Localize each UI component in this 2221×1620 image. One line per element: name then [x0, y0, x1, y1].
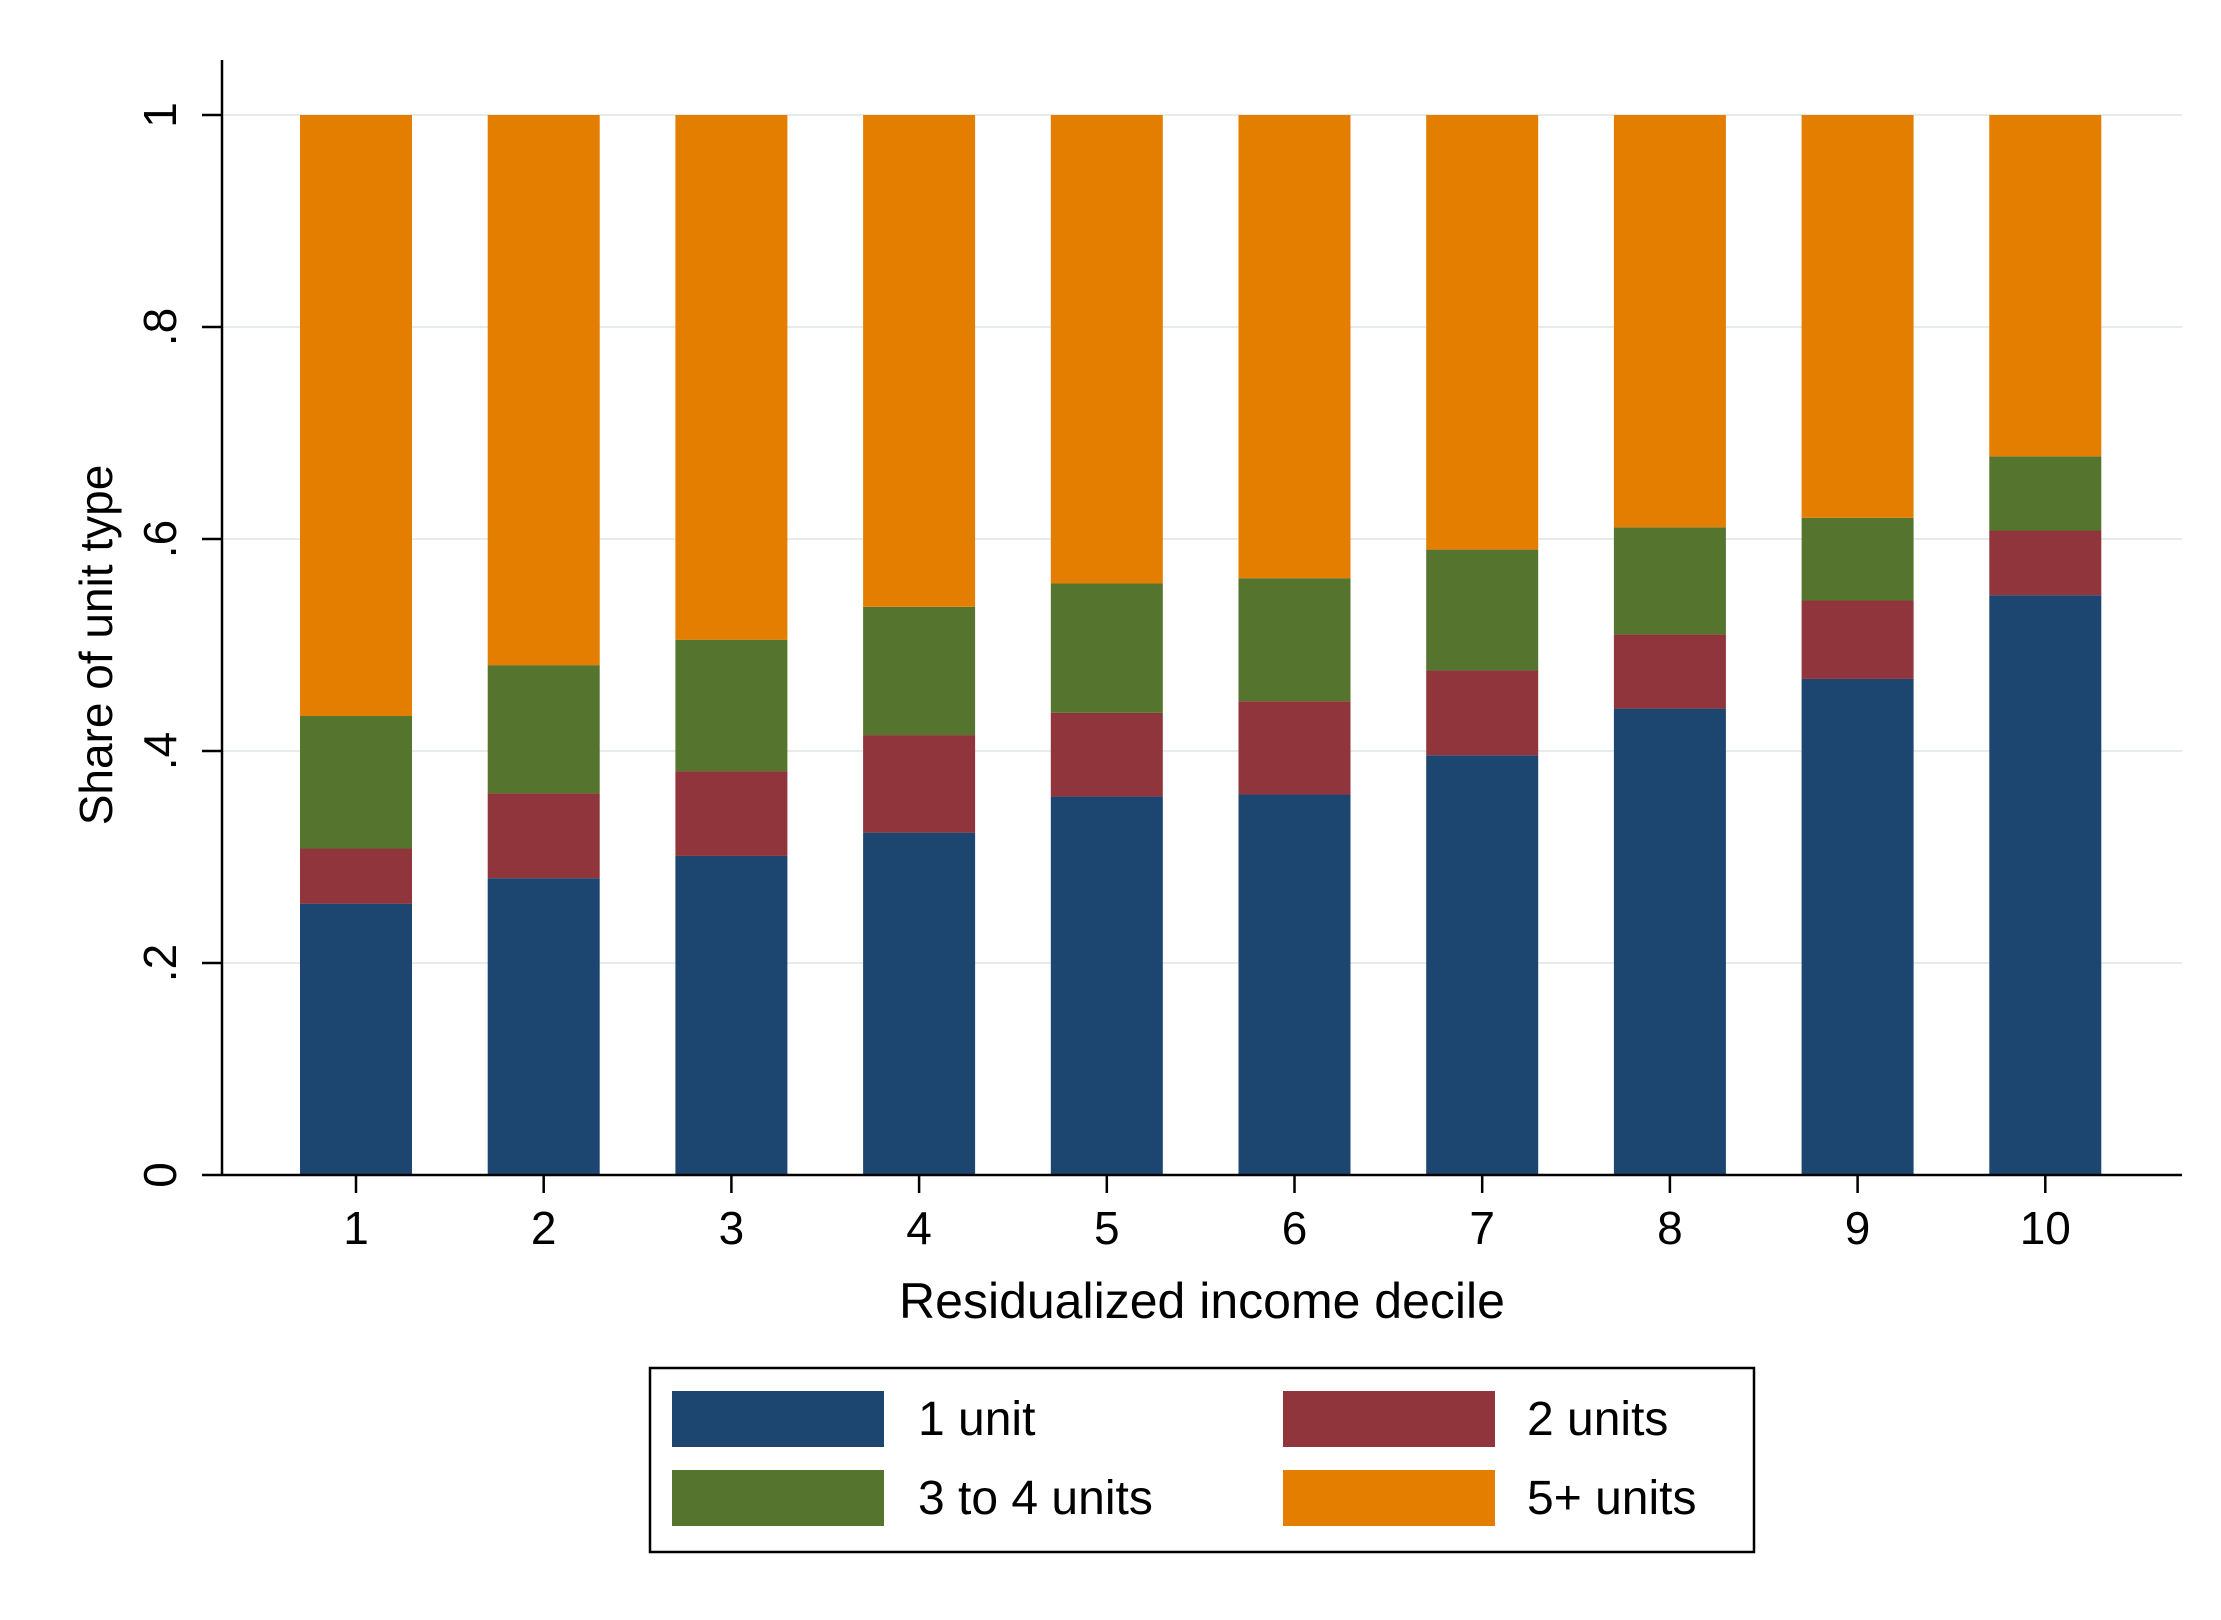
bar-segment-4-decile-9	[1801, 115, 1914, 518]
bar-segment-2-decile-6	[1238, 701, 1351, 795]
legend-label-4: 5+ units	[1527, 1472, 1696, 1525]
bar-segment-4-decile-4	[863, 115, 976, 607]
bar-segment-2-decile-4	[863, 735, 976, 833]
x-tick-label: 10	[2020, 1202, 2071, 1254]
legend-swatch-4	[1283, 1470, 1495, 1526]
y-tick-label: 0	[134, 1162, 186, 1188]
bar-segment-1-decile-10	[1989, 595, 2102, 1175]
bar-segment-3-decile-6	[1238, 578, 1351, 702]
x-tick-label: 4	[906, 1202, 932, 1254]
bar-segment-4-decile-5	[1050, 115, 1163, 584]
bar-segment-3-decile-7	[1426, 549, 1539, 671]
x-tick-label: 3	[719, 1202, 745, 1254]
bar-segment-2-decile-5	[1050, 712, 1163, 797]
axes-layer	[220, 60, 2182, 1177]
bar-segment-4-decile-3	[675, 115, 788, 640]
bar-segment-2-decile-7	[1426, 670, 1539, 756]
legend-label-3: 3 to 4 units	[918, 1472, 1153, 1525]
bar-segment-4-decile-6	[1238, 115, 1351, 579]
legend-swatch-1	[672, 1391, 884, 1447]
bar-segment-3-decile-1	[300, 716, 412, 849]
x-axis-label: Residualized income decile	[899, 1273, 1505, 1329]
x-tick-label: 7	[1469, 1202, 1495, 1254]
bar-segment-1-decile-6	[1238, 794, 1351, 1175]
bars-layer	[300, 115, 2102, 1175]
bar-segment-4-decile-1	[300, 115, 412, 717]
x-tick-label: 8	[1657, 1202, 1683, 1254]
bar-segment-2-decile-10	[1989, 530, 2102, 596]
bar-segment-1-decile-8	[1613, 708, 1726, 1175]
bar-segment-1-decile-3	[675, 855, 788, 1175]
bar-segment-3-decile-5	[1050, 583, 1163, 713]
legend-swatch-3	[672, 1470, 884, 1526]
bar-segment-1-decile-7	[1426, 755, 1539, 1175]
y-tick-label: .2	[134, 944, 186, 982]
x-tick-label: 2	[531, 1202, 557, 1254]
y-tick-label: .4	[134, 732, 186, 770]
bar-segment-1-decile-9	[1801, 678, 1914, 1175]
bar-segment-2-decile-9	[1801, 600, 1914, 679]
bar-segment-3-decile-8	[1613, 527, 1726, 635]
y-tick-label: .6	[134, 520, 186, 558]
x-tick-label: 9	[1845, 1202, 1871, 1254]
y-tick-label: 1	[134, 102, 186, 128]
bar-segment-1-decile-5	[1050, 796, 1163, 1175]
bar-segment-3-decile-9	[1801, 517, 1914, 601]
bar-segment-3-decile-4	[863, 606, 976, 736]
bar-segment-4-decile-7	[1426, 115, 1539, 550]
bar-segment-4-decile-8	[1613, 115, 1726, 528]
x-ticks: 1 2 3 4 5 6 7 8 9 10	[343, 1175, 2071, 1254]
bar-segment-1-decile-4	[863, 832, 976, 1175]
bar-segment-4-decile-2	[487, 115, 600, 666]
y-ticks: 0 .2 .4 .6 .8 1	[134, 102, 222, 1188]
x-tick-label: 1	[343, 1202, 369, 1254]
y-tick-label: .8	[134, 308, 186, 346]
bar-segment-2-decile-1	[300, 848, 412, 904]
y-axis-label: Share of unit type	[70, 465, 122, 826]
bar-segment-2-decile-3	[675, 771, 788, 856]
x-tick-label: 5	[1094, 1202, 1120, 1254]
bar-segment-4-decile-10	[1989, 115, 2102, 457]
bar-segment-3-decile-3	[675, 639, 788, 772]
bar-segment-3-decile-2	[487, 665, 600, 794]
legend-label-2: 2 units	[1527, 1393, 1668, 1446]
x-tick-label: 6	[1282, 1202, 1308, 1254]
legend-swatch-2	[1283, 1391, 1495, 1447]
bar-segment-1-decile-2	[487, 878, 600, 1175]
legend: 1 unit 2 units 3 to 4 units 5+ units	[648, 1366, 1756, 1554]
bar-segment-2-decile-8	[1613, 634, 1726, 709]
legend-label-1: 1 unit	[918, 1393, 1035, 1446]
bar-segment-2-decile-2	[487, 793, 600, 879]
bar-segment-1-decile-1	[300, 903, 412, 1175]
bar-segment-3-decile-10	[1989, 456, 2102, 531]
